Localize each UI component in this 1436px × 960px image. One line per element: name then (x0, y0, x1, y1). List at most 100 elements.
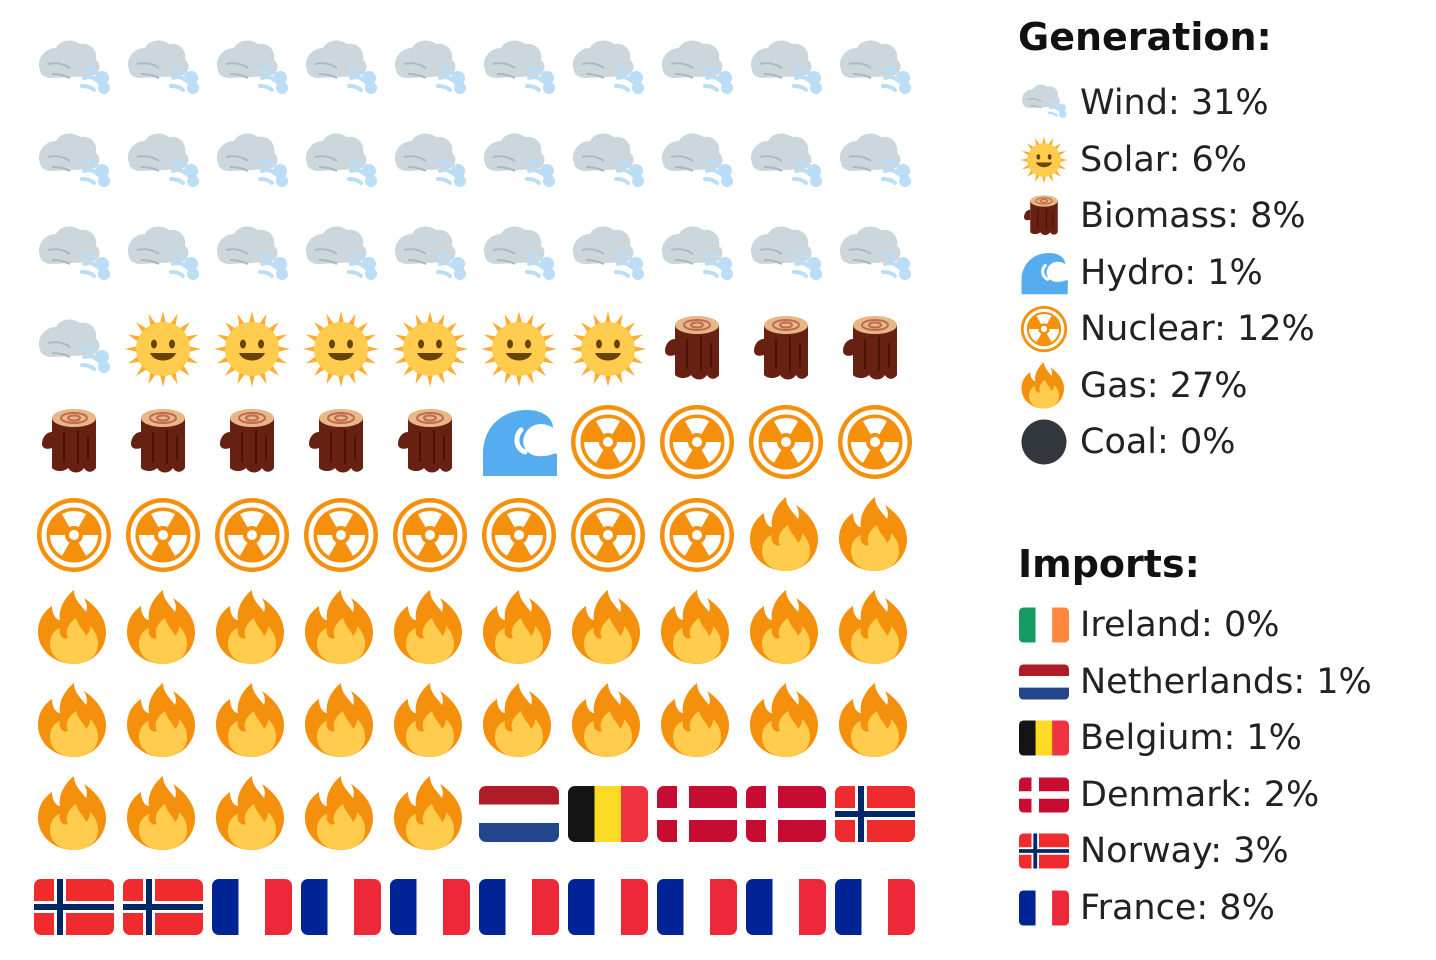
waffle-cell-gas (839, 590, 907, 664)
waffle-cell-wind (572, 40, 644, 94)
waffle-cell-wind (750, 40, 822, 94)
legend-item-denmark: Denmark: 2% (1018, 770, 1319, 820)
log-icon (1018, 191, 1070, 241)
waffle-cell-wind (38, 133, 110, 187)
waffle-cell-wind (216, 226, 288, 280)
waffle-cell-biomass (309, 409, 363, 473)
legend-item-nuclear: Nuclear: 12% (1018, 304, 1315, 354)
waffle-cell-gas (127, 683, 195, 757)
waffle-cell-hydro (483, 410, 557, 476)
waffle-cell-wind (483, 226, 555, 280)
waffle-cell-netherlands (479, 786, 559, 842)
black-circle-icon (1018, 417, 1070, 467)
waffle-cell-gas (661, 683, 729, 757)
legend-label-coal: Coal: 0% (1080, 422, 1236, 462)
waffle-cell-wind (661, 226, 733, 280)
legend-item-belgium: Belgium: 1% (1018, 713, 1302, 763)
waffle-cell-wind (216, 133, 288, 187)
waffle-cell-nuclear (126, 498, 200, 572)
legend-item-wind: Wind: 31% (1018, 78, 1269, 128)
waffle-cell-wind (483, 133, 555, 187)
waffle-cell-france (301, 879, 381, 935)
waffle-cell-biomass (131, 409, 185, 473)
sun-icon (1018, 135, 1070, 185)
waffle-cell-biomass (665, 316, 719, 380)
legend-label-biomass: Biomass: 8% (1080, 196, 1306, 236)
waffle-cell-france (212, 879, 292, 935)
waffle-cell-solar (481, 311, 557, 387)
legend-generation-title: Generation: (1018, 15, 1272, 59)
waffle-cell-gas (305, 776, 373, 850)
waffle-cell-wind (394, 226, 466, 280)
legend-label-denmark: Denmark: 2% (1080, 774, 1320, 815)
waffle-cell-gas (572, 683, 640, 757)
waffle-cell-gas (305, 683, 373, 757)
legend-label-wind: Wind: 31% (1080, 83, 1269, 123)
waffle-cell-denmark (746, 786, 826, 842)
legend-label-france: France: 8% (1080, 887, 1275, 928)
waffle-cell-nuclear (393, 498, 467, 572)
fire-icon (1018, 361, 1070, 411)
waffle-cell-france (479, 879, 559, 935)
legend-item-gas: Gas: 27% (1018, 361, 1248, 411)
waffle-cell-solar (125, 311, 201, 387)
waffle-cell-gas (216, 683, 284, 757)
waffle-cell-gas (394, 590, 462, 664)
flag-ireland-icon (1018, 600, 1070, 650)
waffle-cell-wind (127, 133, 199, 187)
waffle-cell-gas (572, 590, 640, 664)
waffle-cell-wind (394, 133, 466, 187)
legend-label-belgium: Belgium: 1% (1080, 718, 1302, 758)
flag-denmark-icon (1018, 770, 1070, 820)
wave-icon (1018, 248, 1070, 298)
waffle-cell-wind (216, 40, 288, 94)
waffle-cell-france (390, 879, 470, 935)
legend-item-norway: Norway: 3% (1018, 826, 1289, 876)
waffle-cell-wind (38, 319, 110, 373)
waffle-cell-gas (394, 683, 462, 757)
legend-item-netherlands: Netherlands: 1% (1018, 657, 1372, 707)
waffle-cell-biomass (398, 409, 452, 473)
waffle-cell-gas (38, 683, 106, 757)
waffle-cell-biomass (843, 316, 897, 380)
waffle-cell-wind (839, 133, 911, 187)
waffle-cell-gas (305, 590, 373, 664)
legend-generation: Generation: Wind: 31% Solar: 6% Biomass: 8… (1018, 18, 1428, 478)
waffle-cell-norway (123, 879, 203, 935)
waffle-cell-biomass (754, 316, 808, 380)
waffle-cell-france (657, 879, 737, 935)
waffle-cell-solar (570, 311, 646, 387)
waffle-cell-france (835, 879, 915, 935)
waffle-cell-nuclear (838, 405, 912, 479)
waffle-cell-solar (303, 311, 379, 387)
waffle-cell-belgium (568, 786, 648, 842)
waffle-cell-wind (38, 226, 110, 280)
legend-imports: Imports: Ireland: 0% Netherlands: 1% Belgi… (1018, 545, 1428, 945)
waffle-cell-gas (661, 590, 729, 664)
flag-netherlands-icon (1018, 657, 1070, 707)
waffle-grid (34, 40, 915, 935)
flag-france-icon (1018, 883, 1070, 933)
waffle-cell-nuclear (660, 405, 734, 479)
waffle-cell-biomass (42, 409, 96, 473)
waffle-cell-wind (127, 226, 199, 280)
waffle-cell-gas (750, 590, 818, 664)
waffle-cell-wind (839, 40, 911, 94)
waffle-cell-norway (34, 879, 114, 935)
waffle-cell-wind (750, 226, 822, 280)
waffle-cell-nuclear (749, 405, 823, 479)
legend-imports-title: Imports: (1018, 542, 1200, 586)
legend-label-netherlands: Netherlands: 1% (1080, 661, 1372, 702)
legend-label-norway: Norway: 3% (1080, 831, 1289, 871)
waffle-cell-nuclear (571, 498, 645, 572)
waffle-cell-nuclear (482, 498, 556, 572)
waffle-cell-gas (483, 683, 551, 757)
waffle-cell-nuclear (215, 498, 289, 572)
waffle-cell-wind (305, 226, 377, 280)
waffle-cell-wind (839, 226, 911, 280)
waffle-cell-nuclear (37, 498, 111, 572)
waffle-cell-solar (214, 311, 290, 387)
waffle-cell-nuclear (571, 405, 645, 479)
radioactive-icon (1018, 304, 1070, 354)
flag-belgium-icon (1018, 713, 1070, 763)
